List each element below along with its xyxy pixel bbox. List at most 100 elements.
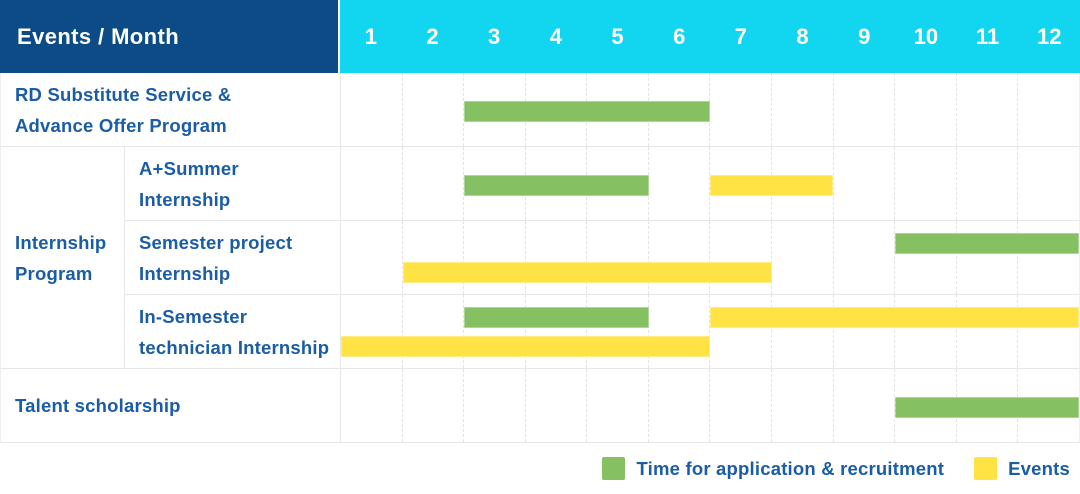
label-line: Semester project	[139, 231, 293, 253]
month-header-1: 1	[364, 23, 377, 49]
row-a-plus-summer-internship: A+Summer Internship	[125, 147, 1079, 221]
month-cell	[341, 295, 402, 368]
label-line: Advance Offer Program	[15, 114, 227, 136]
events-bar	[710, 307, 1079, 328]
month-cell	[709, 147, 771, 220]
legend-swatch-recruitment	[602, 457, 626, 480]
month-header-5: 5	[611, 23, 624, 49]
month-cell	[647, 295, 710, 368]
month-cell	[1017, 295, 1079, 368]
month-cell	[524, 295, 587, 368]
legend-label: Time for application & recruitment	[636, 457, 945, 479]
month-cell	[401, 221, 464, 294]
row-talent-scholarship: Talent scholarship	[1, 369, 1079, 443]
month-header-11: 11	[975, 23, 1000, 49]
label-line: RD Substitute Service &	[15, 83, 232, 105]
month-cell	[401, 369, 464, 442]
month-cell	[1017, 73, 1079, 146]
month-cell	[586, 369, 648, 442]
month-cell	[341, 369, 402, 442]
month-cell	[463, 221, 525, 294]
month-cell	[709, 295, 771, 368]
month-cell	[524, 221, 587, 294]
month-cell	[955, 221, 1018, 294]
month-cell	[647, 369, 710, 442]
month-cell	[955, 147, 1018, 220]
month-header-4: 4	[549, 23, 562, 49]
month-gridlines	[341, 295, 1079, 368]
month-header-3: 3	[488, 23, 501, 49]
month-cell	[955, 73, 1018, 146]
group-label-internship-program: Internship Program	[1, 147, 125, 369]
row-rd-substitute-service: RD Substitute Service & Advance Offer Pro…	[1, 73, 1079, 147]
month-cell	[771, 221, 833, 294]
recruitment-bar	[464, 175, 649, 196]
row-label-talent-scholarship: Talent scholarship	[1, 369, 341, 442]
month-cell	[709, 73, 771, 146]
month-cell	[401, 147, 464, 220]
month-header-7: 7	[734, 23, 747, 49]
month-header-2: 2	[426, 23, 439, 49]
table-header-row: Events / Month 1 2 3 4 5 6 7 8 9 10 11 12	[0, 0, 1080, 73]
recruitment-bar	[894, 397, 1079, 418]
month-cell	[771, 369, 833, 442]
label-line: Talent scholarship	[15, 395, 181, 416]
month-cell	[894, 73, 956, 146]
month-cell	[401, 295, 464, 368]
events-bar	[341, 336, 710, 357]
row-label-in-semester-technician-internship: In-Semester technician Internship	[125, 295, 341, 368]
legend-item-events: Events	[974, 457, 1070, 480]
events-bar	[710, 175, 833, 196]
month-cell	[463, 73, 525, 146]
chart-area-talent-scholarship	[341, 369, 1079, 442]
month-cell	[832, 369, 895, 442]
events-bar	[402, 262, 772, 283]
row-label-a-plus-summer-internship: A+Summer Internship	[125, 147, 341, 220]
label-line: Internship	[139, 188, 231, 210]
month-cell	[771, 73, 833, 146]
month-cell	[647, 221, 710, 294]
chart-area-semester-project-internship	[341, 221, 1079, 294]
month-cell	[709, 369, 771, 442]
month-gridlines	[341, 221, 1079, 294]
gantt-schedule-table: Events / Month 1 2 3 4 5 6 7 8 9 10 11 12 RD Substi…	[0, 0, 1080, 443]
label-line: Program	[15, 262, 93, 284]
row-label-rd-substitute-service: RD Substitute Service & Advance Offer Pro…	[1, 73, 341, 146]
month-header-9: 9	[858, 23, 871, 49]
legend-swatch-events	[974, 457, 998, 480]
month-cell	[771, 295, 833, 368]
month-cell	[647, 147, 710, 220]
month-cell	[832, 147, 895, 220]
month-cell	[1017, 221, 1079, 294]
month-cell	[832, 295, 895, 368]
recruitment-bar	[464, 307, 649, 328]
chart-area-in-semester-technician-internship	[341, 295, 1079, 368]
recruitment-bar	[894, 233, 1079, 254]
month-cell	[463, 369, 525, 442]
legend-item-recruitment: Time for application & recruitment	[602, 457, 944, 480]
month-cell	[894, 147, 956, 220]
chart-area-rd-substitute-service	[341, 73, 1079, 146]
recruitment-bar	[464, 101, 710, 122]
label-line: technician Internship	[139, 336, 330, 358]
month-header-row: 1 2 3 4 5 6 7 8 9 10 11 12	[340, 0, 1080, 73]
legend-label: Events	[1008, 457, 1070, 479]
month-header-6: 6	[673, 23, 686, 49]
row-semester-project-internship: Semester project Internship	[125, 221, 1079, 295]
corner-header: Events / Month	[0, 0, 340, 73]
table-body: RD Substitute Service & Advance Offer Pro…	[0, 73, 1080, 443]
corner-header-label: Events / Month	[17, 23, 180, 49]
label-line: Internship	[139, 262, 231, 284]
month-cell	[832, 73, 895, 146]
group-internship-program: Internship Program A+Summer Internship Semes…	[1, 147, 1079, 369]
label-line: In-Semester	[139, 305, 248, 327]
month-gridlines	[341, 73, 1079, 146]
month-cell	[709, 221, 771, 294]
month-cell	[586, 221, 648, 294]
month-cell	[463, 147, 525, 220]
month-header-12: 12	[1036, 23, 1062, 49]
legend: Time for application & recruitment Events	[0, 457, 1080, 480]
month-cell	[894, 221, 956, 294]
month-cell	[586, 295, 648, 368]
month-cell	[524, 369, 587, 442]
